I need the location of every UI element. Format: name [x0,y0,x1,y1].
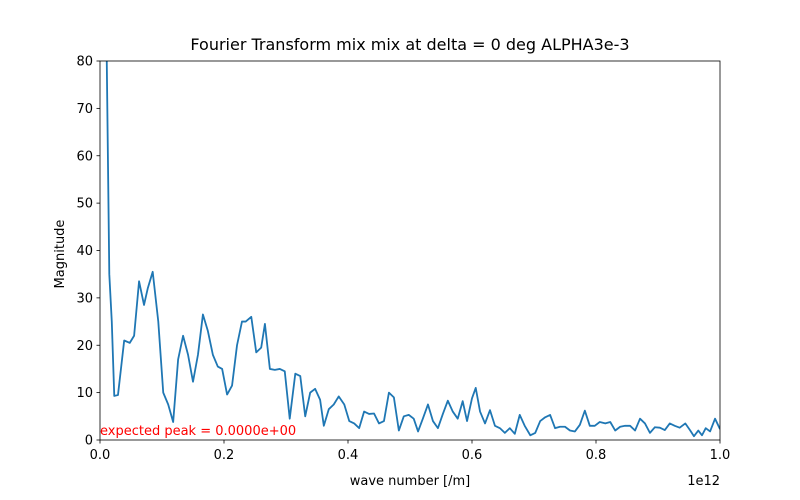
x-tick-label: 1.0 [710,448,731,463]
y-tick-label: 10 [76,386,93,401]
data-line [105,61,720,438]
y-axis-label: Magnitude [53,220,68,289]
plot-frame [99,60,721,441]
x-tick-label: 0.2 [214,448,235,463]
x-tick-label: 0.6 [462,448,483,463]
x-tick-label: 0.8 [586,448,607,463]
y-tick-label: 30 [76,291,93,306]
y-tick-label: 0 [85,434,93,449]
y-tick-label: 20 [76,339,93,354]
x-offset-label: 1e12 [687,474,720,489]
y-tick-label: 70 [76,102,93,117]
annotation: expected peak = 0.0000e+00 [100,424,296,439]
x-axis-label: wave number [/m] [350,474,470,489]
y-tick-label: 40 [76,244,93,259]
chart-title: Fourier Transform mix mix at delta = 0 d… [190,35,629,54]
y-tick-label: 50 [76,197,93,212]
y-tick-label: 60 [76,149,93,164]
x-tick-label: 0.0 [90,448,111,463]
y-tick-label: 80 [76,55,93,70]
x-tick-label: 0.4 [338,448,359,463]
